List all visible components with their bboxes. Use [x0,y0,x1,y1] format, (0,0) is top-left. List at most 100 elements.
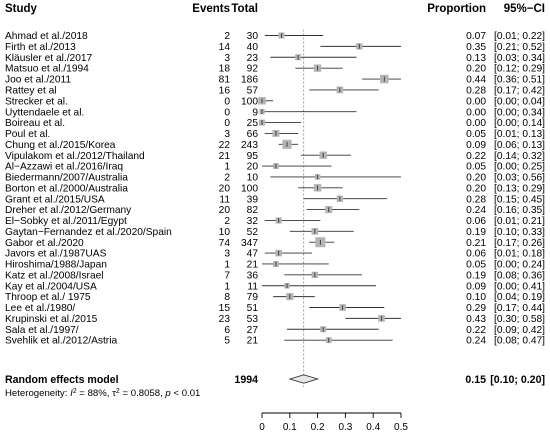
study-total: 21 [247,260,259,271]
study-row: Uyttendaele et al. 0 9 0.00 [0.00; 0.34] [5,107,545,118]
study-total: 51 [247,303,259,314]
study-total: 66 [247,129,259,140]
study-ci: [0.17; 0.44] [494,303,545,314]
study-label: Uyttendaele et al. [5,107,84,118]
study-ci: [0.03; 0.56] [494,173,545,184]
x-tick-label: 0.1 [283,422,297,433]
study-label: Gaytan−Fernandez et al./2020/Spain [5,227,172,238]
study-events: 18 [219,64,231,75]
het-i2-symbol: I [70,388,73,399]
study-proportion: 0.20 [466,64,486,75]
study-proportion: 0.07 [466,31,486,42]
header-study: Study [5,3,38,15]
study-ci: [0.00; 0.41] [494,281,545,292]
study-proportion: 0.13 [466,53,486,64]
study-row: Dreher et al./2012/Germany 20 82 0.24 [0.16;… [5,205,545,216]
study-proportion: 0.06 [466,249,486,260]
study-events: 81 [219,75,231,86]
study-row: Svehlik et al./2012/Astria 5 21 0.24 [0.08; … [5,336,545,347]
study-row: Poul et al. 3 66 0.05 [0.01; 0.13] [5,129,545,140]
study-ci: [0.17; 0.42] [494,86,545,97]
het-i2-value: = 88%, [77,388,112,399]
study-row: Al−Azzawi et al./2016/Iraq 1 20 0.05 [0.00; … [5,162,545,173]
study-ci: [0.00; 0.24] [494,260,545,271]
study-proportion: 0.35 [466,42,486,53]
study-proportion: 0.44 [466,75,486,86]
study-proportion: 0.43 [466,314,486,325]
study-events: 10 [219,227,231,238]
study-proportion: 0.21 [466,238,486,249]
study-proportion: 0.00 [466,107,486,118]
study-proportion: 0.20 [466,173,486,184]
het-p-symbol: p [164,388,171,399]
study-ci: [0.01; 0.18] [494,249,545,260]
study-label: Chung et al./2015/Korea [5,140,116,151]
study-row: Gaytan−Fernandez et al./2020/Spain 10 52 0.… [5,227,545,238]
study-events: 7 [224,270,230,281]
study-label: Lee et al./1980/ [5,303,75,314]
study-ci: [0.21; 0.52] [494,42,545,53]
study-row: Rattey et al 16 57 0.28 [0.17; 0.42] [5,86,545,97]
study-row: Grant et al./2015/USA 11 39 0.28 [0.15; 0.45… [5,194,545,205]
study-events: 0 [224,107,230,118]
study-label: Vipulakom et al./2012/Thailand [5,151,145,162]
study-total: 27 [247,325,259,336]
study-label: Al−Azzawi et al./2016/Iraq [5,162,123,173]
summary-ci: [0.10; 0.20] [490,374,545,386]
study-row: Boireau et al. 0 25 0.00 [0.00; 0.14] [5,118,545,129]
study-label: Katz et al./2008/Israel [5,270,104,281]
study-total: 53 [247,314,259,325]
study-label: Ahmad et al./2018 [5,31,88,42]
study-total: 39 [247,194,259,205]
study-ci: [0.13; 0.29] [494,183,545,194]
study-proportion: 0.28 [466,194,486,205]
study-ci: [0.01; 0.13] [494,129,545,140]
study-row: Sala et al./1997/6 27 0.22 [0.09; 0.42] [5,325,545,336]
study-ci: [0.09; 0.42] [494,325,545,336]
x-tick-label: 0 [259,422,265,433]
study-row: Vipulakom et al./2012/Thailand 21 95 0.22 [0… [5,151,545,162]
study-label: Svehlik et al./2012/Astria [5,336,117,347]
het-prefix: Heterogeneity: [5,388,70,399]
study-ci: [0.15; 0.45] [494,194,545,205]
study-label: Rattey et al [5,86,57,97]
study-events: 20 [219,183,231,194]
x-tick-label: 0.5 [394,422,408,433]
study-row: Kay et al./2004/USA 1 11 0.09 [0.00; 0.41] [5,281,545,292]
study-total: 95 [247,151,259,162]
study-row: Hiroshima/1988/Japan 1 21 0.05 [0.00; 0.24] [5,260,545,271]
study-row: Firth et al./2013 14 40 0.35 [0.21; 0.52] [5,42,545,53]
study-events: 1 [224,162,230,173]
study-ci: [0.00; 0.04] [494,96,545,107]
study-events: 23 [219,314,231,325]
study-proportion: 0.05 [466,162,486,173]
study-events: 14 [219,42,231,53]
study-row: Katz et al./2008/Israel 7 36 0.19 [0.08; 0.3… [5,270,545,281]
study-total: 47 [247,249,259,260]
study-label: Krupinski et al./2015 [5,314,98,325]
study-total: 23 [247,53,259,64]
study-label: Poul et al. [5,129,50,140]
study-ci: [0.06; 0.13] [494,140,545,151]
x-axis-ticks: 0 0.1 0.2 0.3 0.4 0.5 [259,413,408,433]
study-events: 1 [224,281,230,292]
study-events: 16 [219,86,231,97]
study-proportion: 0.28 [466,86,486,97]
study-events: 0 [224,96,230,107]
study-total: 186 [241,75,258,86]
header-events: Events [192,3,230,15]
study-events: 1 [224,260,230,271]
study-total: 79 [247,292,259,303]
study-events: 2 [224,31,230,42]
study-label: El−Sobky et al./2011/Egypt [5,216,127,227]
study-proportion: 0.20 [466,183,486,194]
study-ci: [0.12; 0.29] [494,64,545,75]
study-row: Kläusler et al./2017 3 23 0.13 [0.03; 0.34] [5,53,545,64]
study-proportion: 0.19 [466,270,486,281]
study-total: 32 [247,216,259,227]
study-events: 5 [224,336,230,347]
study-total: 347 [241,238,258,249]
header-ci: 95%−CI [504,3,545,15]
study-total: 57 [247,86,259,97]
